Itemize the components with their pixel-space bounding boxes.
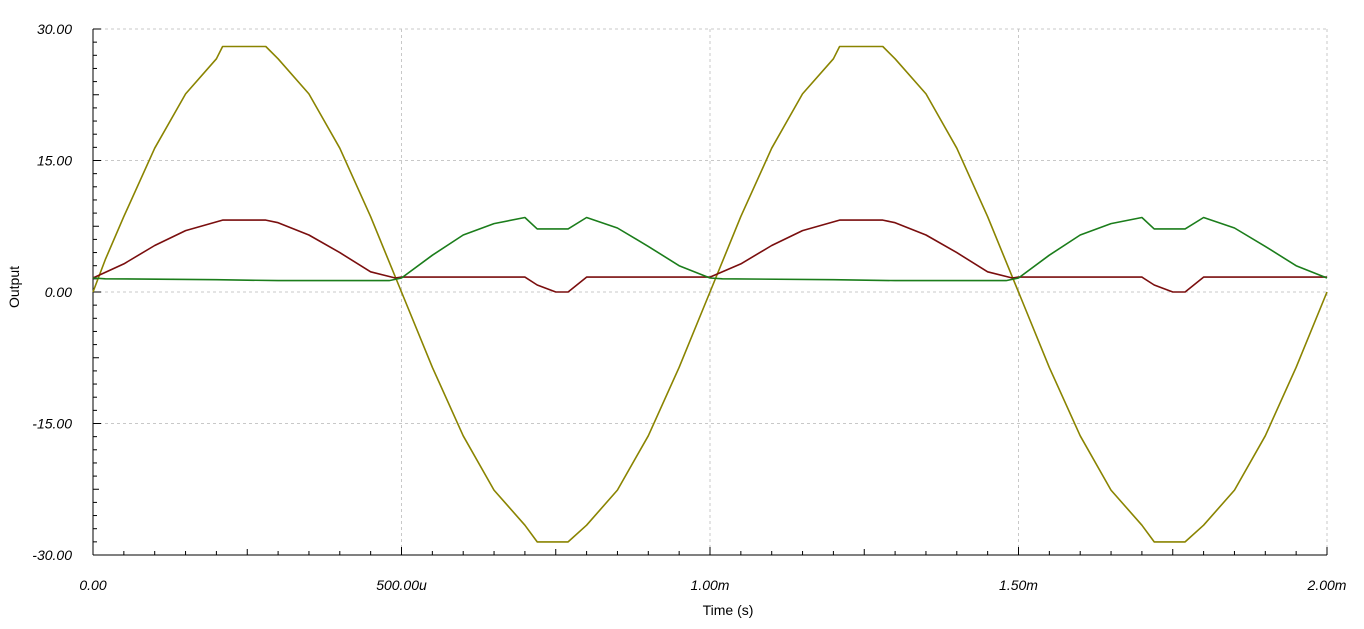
x-tick-label: 500.00u	[376, 577, 427, 593]
x-axis-title: Time (s)	[703, 602, 754, 618]
x-tick-label: 0.00	[79, 577, 106, 593]
x-tick-labels: 0.00 500.00u 1.00m 1.50m 2.00m	[79, 577, 1346, 593]
y-tick-label: 0.00	[45, 284, 72, 300]
y-tick-label: -30.00	[32, 547, 72, 563]
minor-ticks	[92, 28, 1328, 556]
series-line-2	[92, 219, 1327, 293]
x-tick-label: 1.50m	[999, 577, 1038, 593]
series-line-1	[92, 45, 1328, 543]
series-lines	[92, 45, 1328, 543]
y-tick-label: 30.00	[37, 21, 72, 37]
y-tick-label: -15.00	[32, 416, 72, 432]
series-line-3	[92, 216, 1328, 282]
y-tick-labels: 30.00 15.00 0.00 -15.00 -30.00	[32, 21, 72, 563]
x-tick-label: 2.00m	[1307, 577, 1347, 593]
y-axis-title: Output	[6, 266, 22, 308]
x-tick-label: 1.00m	[691, 577, 730, 593]
grid-lines	[93, 28, 1328, 555]
y-tick-label: 15.00	[37, 153, 72, 169]
